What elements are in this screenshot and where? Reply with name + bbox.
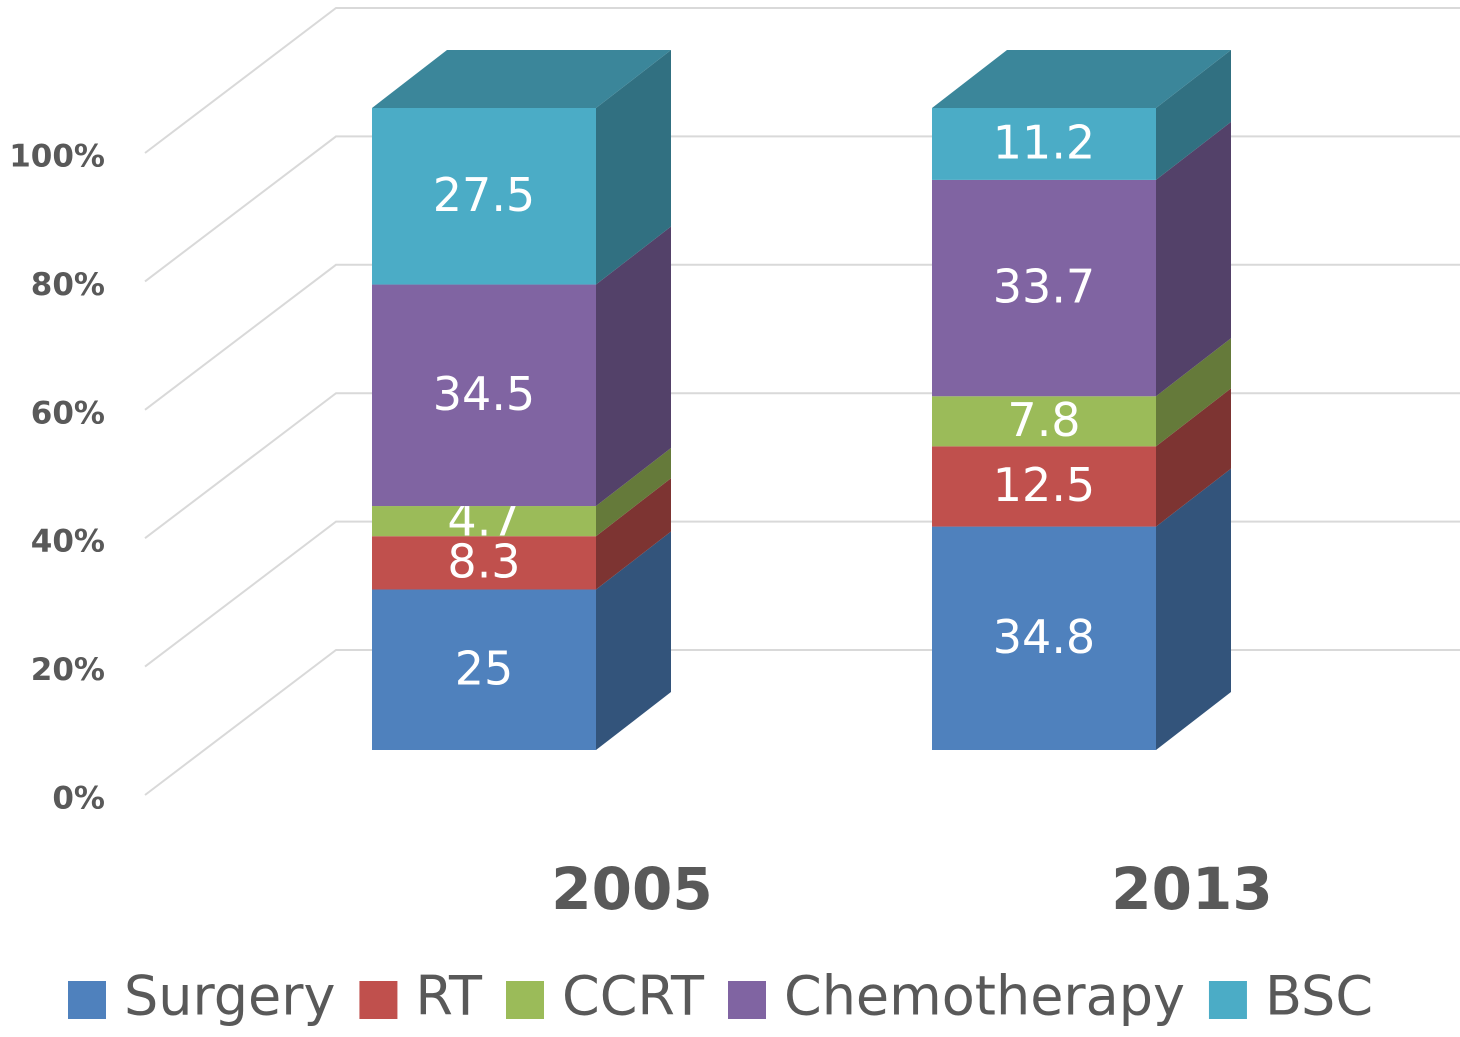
legend-swatch bbox=[506, 981, 544, 1019]
legend-swatch bbox=[728, 981, 766, 1019]
legend-label: Surgery bbox=[124, 965, 335, 1028]
bar-side bbox=[1156, 388, 1231, 527]
data-label: 27.5 bbox=[433, 168, 535, 222]
bar-top bbox=[932, 50, 1231, 108]
y-tick-label: 0% bbox=[52, 781, 105, 817]
bar-side bbox=[1156, 468, 1231, 750]
y-tick-label: 100% bbox=[9, 139, 105, 175]
bar-segment bbox=[932, 526, 1156, 750]
bar-side bbox=[596, 448, 671, 537]
data-label: 12.5 bbox=[993, 458, 1095, 512]
legend-swatch bbox=[1208, 981, 1247, 1019]
data-label: 11.2 bbox=[993, 115, 1095, 169]
bar-segment bbox=[932, 446, 1156, 527]
grid-line bbox=[144, 135, 1460, 283]
bar-side bbox=[596, 226, 671, 507]
bar-segment bbox=[372, 589, 596, 750]
x-tick-label: 2013 bbox=[1111, 855, 1272, 923]
legend-swatch bbox=[68, 981, 106, 1019]
x-tick-label: 2005 bbox=[551, 855, 712, 923]
bar-segment bbox=[932, 179, 1156, 397]
y-tick-label: 80% bbox=[31, 267, 105, 303]
bar-segment bbox=[932, 108, 1156, 180]
data-label: 25 bbox=[455, 641, 514, 695]
bar-side bbox=[596, 50, 671, 285]
legend-label: RT bbox=[415, 965, 483, 1028]
bar-side bbox=[1156, 121, 1231, 397]
bar-side bbox=[596, 531, 671, 750]
data-label: 7.8 bbox=[1007, 393, 1080, 447]
bar-top bbox=[372, 50, 671, 108]
legend-label: Chemotherapy bbox=[784, 965, 1185, 1028]
grid-line bbox=[144, 263, 1460, 411]
data-label: 34.5 bbox=[433, 367, 535, 421]
grid-line bbox=[144, 520, 1460, 668]
bar-side bbox=[596, 478, 671, 590]
bar-segment bbox=[372, 506, 596, 537]
y-tick-label: 20% bbox=[31, 652, 105, 688]
bar-segment bbox=[932, 396, 1156, 447]
bar-segment bbox=[372, 284, 596, 507]
grid-line bbox=[144, 649, 1460, 796]
data-label: 34.8 bbox=[993, 610, 1095, 664]
bar-side bbox=[1156, 338, 1231, 447]
legend-label: BSC bbox=[1265, 965, 1373, 1028]
data-label: 8.3 bbox=[447, 534, 520, 588]
data-label: 33.7 bbox=[993, 260, 1095, 314]
legend-swatch bbox=[359, 981, 398, 1019]
grid-line bbox=[144, 392, 1460, 539]
legend-label: CCRT bbox=[562, 965, 705, 1028]
bar-segment bbox=[372, 108, 596, 285]
bar-segment bbox=[372, 536, 596, 590]
bar-side bbox=[1156, 50, 1231, 180]
y-tick-label: 60% bbox=[31, 395, 105, 431]
grid-line bbox=[144, 7, 1460, 154]
y-tick-label: 40% bbox=[31, 524, 105, 560]
